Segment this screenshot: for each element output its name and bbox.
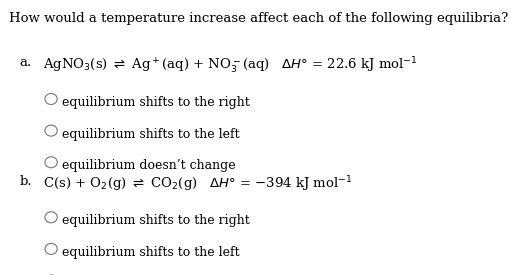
Text: b.: b. (19, 175, 32, 188)
Text: How would a temperature increase affect each of the following equilibria?: How would a temperature increase affect … (9, 12, 508, 25)
Text: equilibrium shifts to the left: equilibrium shifts to the left (62, 246, 240, 259)
Text: equilibrium doesn’t change: equilibrium doesn’t change (62, 159, 236, 172)
Text: a.: a. (19, 56, 32, 69)
Text: C(s) + O$_2$(g) $\rightleftharpoons$ CO$_2$(g)   $\Delta H°$ = $-$394 kJ mol$^{-: C(s) + O$_2$(g) $\rightleftharpoons$ CO$… (43, 175, 353, 194)
Text: equilibrium shifts to the right: equilibrium shifts to the right (62, 96, 250, 109)
Text: equilibrium shifts to the left: equilibrium shifts to the left (62, 128, 240, 141)
Text: equilibrium shifts to the right: equilibrium shifts to the right (62, 214, 250, 227)
Text: AgNO$_3$(s) $\rightleftharpoons$ Ag$^+$(aq) + NO$_3^-$(aq)   $\Delta H°$ = 22.6 : AgNO$_3$(s) $\rightleftharpoons$ Ag$^+$(… (43, 56, 418, 76)
